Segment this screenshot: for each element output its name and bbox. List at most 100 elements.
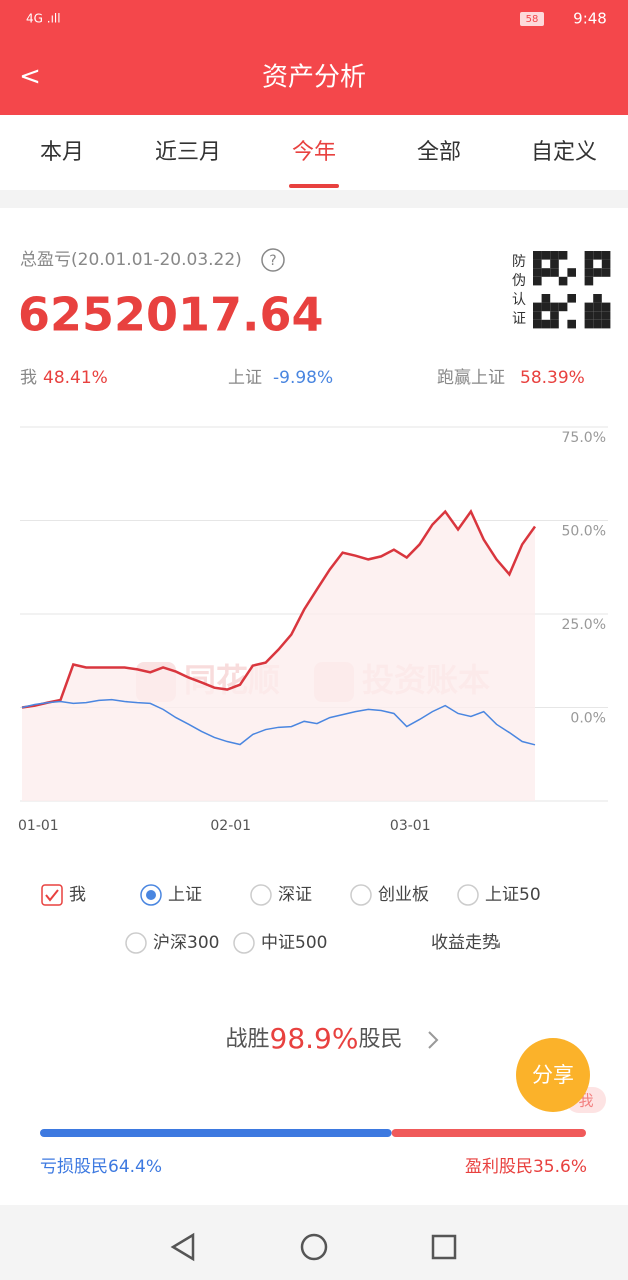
qr-cell: [558, 251, 568, 260]
index-label: 上证: [228, 368, 262, 388]
qr-cell: [550, 302, 559, 312]
qr-cell: [541, 294, 551, 303]
radio[interactable]: [250, 884, 272, 906]
radio[interactable]: [233, 932, 255, 954]
qr-cell: [541, 319, 551, 329]
share-text: 分享: [532, 1063, 574, 1087]
qr-cell: [558, 276, 568, 286]
help-text: ?: [269, 253, 276, 269]
option-label: 我: [69, 885, 86, 905]
me-label: 我: [20, 368, 37, 388]
qr-cell: [593, 302, 602, 312]
trend-selector[interactable]: 收益走势: [431, 933, 499, 953]
back-button[interactable]: <: [19, 62, 41, 92]
x-tick-label: 03-01: [390, 818, 431, 834]
qr-cell: [567, 268, 576, 277]
share-button[interactable]: [516, 1038, 590, 1112]
option-label: 上证50: [485, 885, 541, 905]
qr-cell: [541, 251, 551, 260]
x-tick-label: 01-01: [18, 818, 59, 834]
radio[interactable]: [457, 884, 479, 906]
loss-bar: [40, 1129, 392, 1137]
nav-home[interactable]: [300, 1233, 328, 1261]
qr-cell: [601, 259, 611, 269]
beat-suffix: 股民: [358, 1027, 402, 1052]
option-label: 沪深300: [153, 933, 219, 953]
tab[interactable]: 近三月: [155, 140, 221, 165]
qr-cell: [601, 251, 611, 260]
page-title: 资产分析: [262, 63, 366, 93]
qr-label: 伪: [512, 273, 526, 289]
qr-cell: [533, 319, 542, 329]
qr-cell: [584, 268, 594, 277]
qr-cell: [584, 302, 594, 312]
chart: 0.0%25.0%50.0%75.0%01-0102-0103-01同花顺投资账…: [18, 426, 608, 834]
qr-cell: [541, 302, 551, 312]
qr-cell: [584, 319, 594, 329]
profit-bar: [391, 1129, 586, 1137]
qr-cell: [567, 294, 576, 303]
help-icon[interactable]: [261, 248, 285, 272]
trend-arrow: [494, 942, 500, 948]
check: [45, 889, 59, 902]
qr-cell: [584, 276, 594, 286]
area: [22, 511, 535, 801]
qr-cell: [550, 268, 559, 277]
option-label: 深证: [278, 885, 312, 905]
qr-cell: [533, 302, 542, 312]
qr-cell: [593, 251, 602, 260]
qr-cell: [533, 259, 542, 269]
option-label: 创业板: [378, 885, 429, 905]
summary-label: 总盈亏(20.01.01-20.03.22): [20, 250, 242, 270]
profit-text: 35.6%: [533, 1157, 587, 1177]
y-tick-label: 75.0%: [562, 430, 606, 446]
battery: 58: [526, 14, 539, 25]
me-value: 48.41%: [43, 368, 108, 388]
nav-back[interactable]: [170, 1232, 195, 1262]
total-profit: 6252017.64: [18, 288, 324, 342]
qr-cell: [533, 268, 542, 277]
battery-icon: [520, 12, 544, 26]
option-label: 上证: [168, 885, 202, 905]
separator: [0, 190, 628, 208]
qr-cell: [550, 259, 559, 269]
qr-cell: [601, 302, 611, 312]
checkbox[interactable]: [41, 884, 63, 906]
tab[interactable]: 自定义: [531, 140, 597, 165]
qr-cell: [593, 294, 602, 303]
beat-prefix: 战胜: [226, 1027, 270, 1052]
radio[interactable]: [125, 932, 147, 954]
qr-cell: [533, 276, 542, 286]
loss-text: 亏损股民: [40, 1157, 108, 1177]
series-line: [21, 698, 536, 746]
y-tick-label: 50.0%: [562, 524, 606, 540]
qr-cell: [593, 311, 602, 320]
radio[interactable]: [350, 884, 372, 906]
radio-dot: [146, 890, 156, 900]
signal: 4G .ıll: [26, 12, 61, 26]
y-tick-label: 25.0%: [562, 617, 606, 633]
nav-recent[interactable]: [431, 1234, 457, 1260]
chevron: [428, 1031, 439, 1049]
loss-text: 64.4%: [108, 1157, 162, 1177]
option-label: 中证500: [261, 933, 327, 953]
qr-cell: [567, 319, 576, 329]
qr-cell: [584, 311, 594, 320]
qr-cell: [584, 259, 594, 269]
time: 9:48: [573, 10, 607, 28]
qr-cell: [541, 268, 551, 277]
qr-cell: [593, 268, 602, 277]
qr-cell: [550, 319, 559, 329]
tab[interactable]: 全部: [417, 140, 461, 165]
profit-label: 盈利股民35.6%: [465, 1157, 587, 1177]
qr-label: 认: [512, 292, 526, 308]
beat-line[interactable]: 战胜98.9%股民: [226, 1022, 403, 1055]
tab-bar: 本月 近三月 今年 全部 自定义: [40, 140, 597, 188]
qr-cell: [558, 302, 568, 312]
tab[interactable]: 本月: [40, 140, 84, 165]
tab[interactable]: 今年: [292, 140, 336, 165]
qr-cell: [593, 319, 602, 329]
